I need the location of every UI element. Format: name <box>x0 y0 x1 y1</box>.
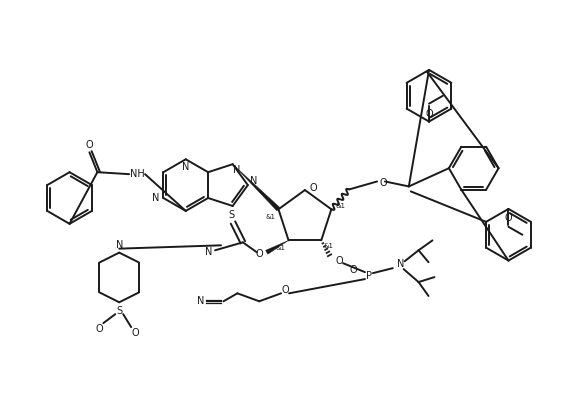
Text: S: S <box>116 306 122 316</box>
Text: O: O <box>379 179 387 189</box>
Text: O: O <box>256 249 264 259</box>
Text: O: O <box>425 109 433 119</box>
Text: &1: &1 <box>335 203 345 209</box>
Text: O: O <box>96 324 103 334</box>
Text: N: N <box>115 240 123 250</box>
Polygon shape <box>265 240 288 254</box>
Text: NH: NH <box>130 169 145 179</box>
Text: &1: &1 <box>275 245 285 251</box>
Text: N: N <box>397 259 404 269</box>
Text: N: N <box>182 162 189 172</box>
Text: O: O <box>349 265 357 275</box>
Polygon shape <box>233 164 280 211</box>
Text: N: N <box>206 247 213 257</box>
Text: O: O <box>309 183 316 193</box>
Text: &1: &1 <box>265 214 275 220</box>
Text: O: O <box>505 213 512 223</box>
Text: O: O <box>131 328 139 338</box>
Text: O: O <box>281 285 289 295</box>
Text: O: O <box>86 141 93 150</box>
Text: N: N <box>152 193 159 203</box>
Text: N: N <box>233 165 240 175</box>
Text: N: N <box>250 176 257 186</box>
Text: O: O <box>335 256 343 266</box>
Text: &1: &1 <box>323 243 333 249</box>
Text: N: N <box>197 296 205 306</box>
Text: S: S <box>228 210 234 220</box>
Text: P: P <box>366 271 372 281</box>
